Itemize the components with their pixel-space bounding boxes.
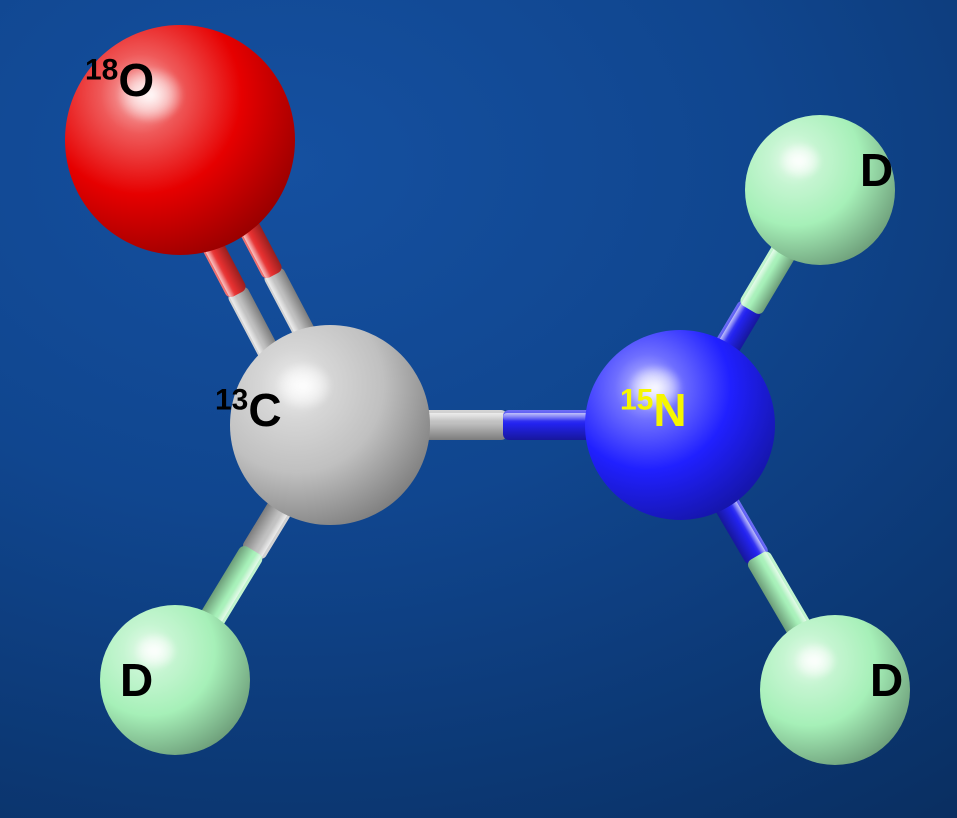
molecule-scene: 18O13C15NDDD (0, 0, 957, 818)
atom-d1 (100, 605, 250, 755)
atom-n (585, 330, 775, 520)
atom-d2 (745, 115, 895, 265)
atom-d3 (760, 615, 910, 765)
atom-o (65, 25, 295, 255)
atom-c (230, 325, 430, 525)
